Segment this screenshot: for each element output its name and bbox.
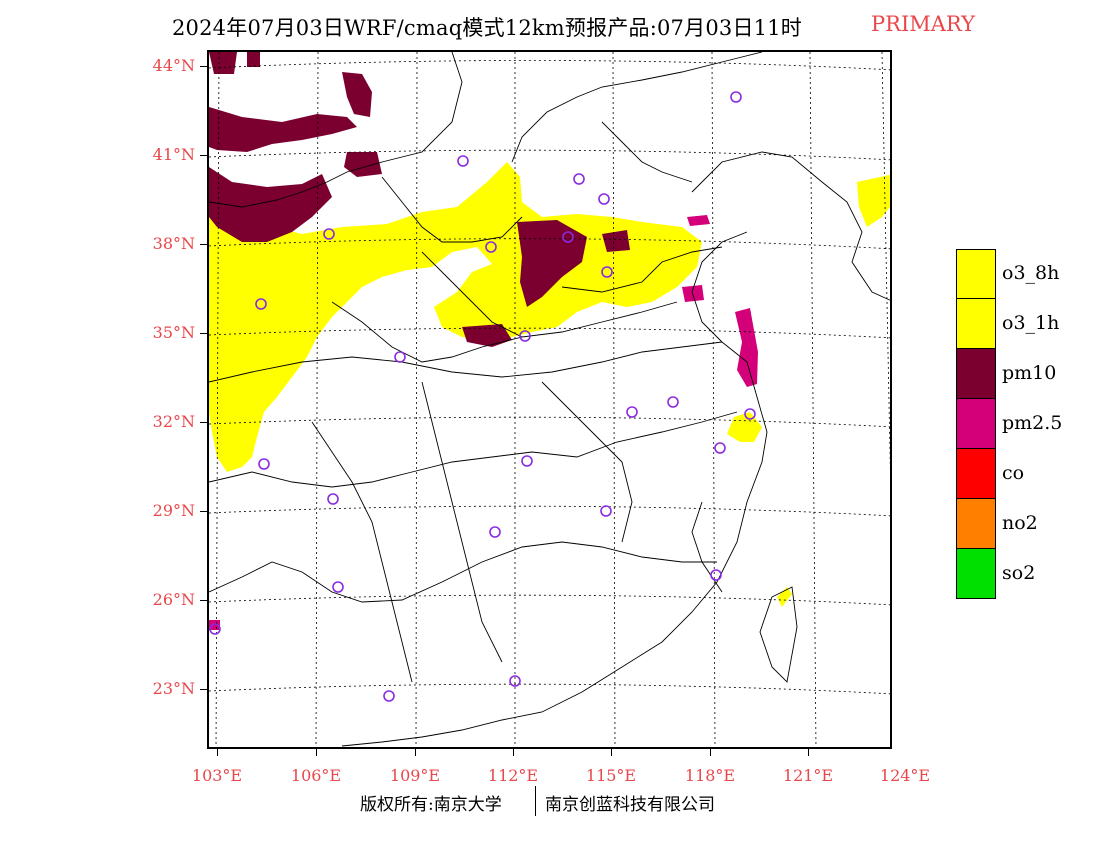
pm25-blob-1	[682, 285, 704, 302]
legend-item-so2: so2	[956, 549, 1096, 599]
graticule	[209, 52, 890, 747]
legend-item-no2: no2	[956, 499, 1096, 549]
lat-tick	[200, 244, 207, 245]
pm25-jiangsu	[735, 308, 758, 387]
legend-swatch-co	[956, 449, 996, 499]
station-markers	[209, 91, 756, 702]
legend-swatch-pm25	[956, 399, 996, 449]
pm10-blob-2	[344, 152, 382, 177]
legend-label-no2: no2	[1002, 512, 1038, 534]
title-main: 2024年07月03日WRF/cmaq模式12km预报产品:07月03日11时	[172, 16, 802, 40]
legend-swatch-pm10	[956, 349, 996, 399]
pollutant-legend: o3_8h o3_1h pm10 pm2.5 co no2 so2	[956, 249, 1096, 599]
copyright-company: 南京创蓝科技有限公司	[545, 795, 715, 815]
lon-tick	[611, 749, 612, 756]
lon-label-118: 118°E	[684, 766, 736, 785]
forecast-map[interactable]	[207, 50, 892, 749]
lat-tick	[200, 600, 207, 601]
legend-label-pm10: pm10	[1002, 362, 1057, 384]
lat-label-44: 44°N	[152, 56, 195, 75]
copyright-divider	[535, 786, 536, 816]
lon-tick	[415, 749, 416, 756]
pm10-blob-1	[342, 72, 372, 117]
lon-tick	[710, 749, 711, 756]
lat-tick	[200, 689, 207, 690]
boundaries	[209, 52, 890, 747]
lat-label-32: 32°N	[152, 412, 195, 431]
o3-region-taiwan	[777, 587, 792, 607]
lat-tick	[200, 422, 207, 423]
lat-tick	[200, 66, 207, 67]
lon-label-112: 112°E	[487, 766, 539, 785]
pm25-field	[209, 215, 758, 630]
legend-swatch-no2	[956, 499, 996, 549]
copyright-university: 版权所有:南京大学	[360, 795, 502, 815]
lat-label-29: 29°N	[152, 501, 195, 520]
lat-label-41: 41°N	[152, 145, 195, 164]
lon-tick	[316, 749, 317, 756]
lat-label-26: 26°N	[152, 590, 195, 609]
o3-region-shanghai	[727, 412, 762, 442]
lon-label-109: 109°E	[389, 766, 441, 785]
legend-swatch-o3-8h	[956, 249, 996, 299]
legend-label-so2: so2	[1002, 562, 1036, 584]
lon-label-106: 106°E	[290, 766, 342, 785]
pm10-blob-4	[462, 324, 512, 347]
pm10-band-1	[209, 107, 357, 152]
legend-item-o3-1h: o3_1h	[956, 299, 1096, 349]
lat-label-23: 23°N	[152, 679, 195, 698]
pm10-corner	[209, 52, 237, 74]
map-canvas	[209, 52, 890, 747]
lon-label-121: 121°E	[782, 766, 834, 785]
pm10-blob-3	[602, 230, 630, 252]
lat-label-35: 35°N	[152, 323, 195, 342]
legend-swatch-o3-1h	[956, 299, 996, 349]
lon-label-115: 115°E	[585, 766, 637, 785]
legend-item-co: co	[956, 449, 1096, 499]
lat-tick	[200, 333, 207, 334]
pm10-band-2	[209, 167, 332, 242]
o3-region-korea	[857, 174, 890, 227]
legend-item-o3-8h: o3_8h	[956, 249, 1096, 299]
legend-label-co: co	[1002, 462, 1025, 484]
lon-label-103: 103°E	[191, 766, 243, 785]
lon-tick	[217, 749, 218, 756]
pm25-blob-3	[209, 620, 220, 630]
lon-label-124: 124°E	[879, 766, 931, 785]
lat-tick	[200, 511, 207, 512]
pm25-blob-2	[687, 215, 710, 226]
legend-label-pm25: pm2.5	[1002, 412, 1063, 434]
lat-label-38: 38°N	[152, 234, 195, 253]
legend-swatch-so2	[956, 549, 996, 599]
title-pollutant-tag: PRIMARY	[871, 12, 975, 36]
legend-item-pm10: pm10	[956, 349, 1096, 399]
lon-tick	[808, 749, 809, 756]
lat-tick	[200, 155, 207, 156]
legend-label-o3-1h: o3_1h	[1002, 312, 1060, 334]
legend-item-pm25: pm2.5	[956, 399, 1096, 449]
legend-label-o3-8h: o3_8h	[1002, 262, 1060, 284]
pm10-bit	[247, 52, 260, 67]
lon-tick	[513, 749, 514, 756]
